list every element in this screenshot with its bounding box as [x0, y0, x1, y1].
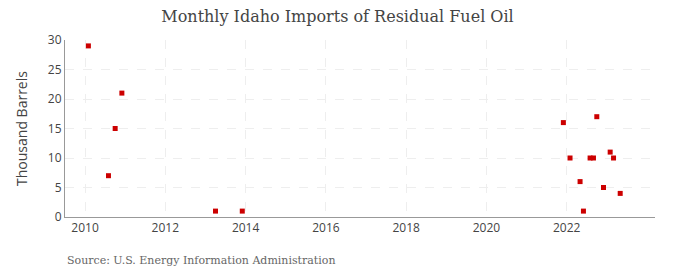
svg-text:15: 15	[48, 120, 62, 137]
svg-text:Monthly Idaho Imports of Resid: Monthly Idaho Imports of Residual Fuel O…	[161, 7, 513, 26]
svg-text:Thousand Barrels: Thousand Barrels	[12, 71, 31, 186]
svg-text:2016: 2016	[312, 219, 340, 236]
svg-text:2010: 2010	[71, 219, 99, 236]
svg-text:10: 10	[48, 149, 62, 166]
svg-text:5: 5	[55, 179, 62, 196]
svg-text:30: 30	[48, 31, 62, 48]
svg-text:2020: 2020	[473, 219, 501, 236]
svg-text:2018: 2018	[392, 219, 420, 236]
svg-text:20: 20	[48, 90, 62, 107]
svg-text:2014: 2014	[232, 219, 260, 236]
svg-text:Source: U.S. Energy Informatio: Source: U.S. Energy Information Administ…	[67, 254, 335, 267]
svg-text:0: 0	[55, 208, 62, 225]
svg-text:25: 25	[48, 61, 62, 78]
svg-text:2012: 2012	[152, 219, 180, 236]
svg-text:2022: 2022	[553, 219, 581, 236]
